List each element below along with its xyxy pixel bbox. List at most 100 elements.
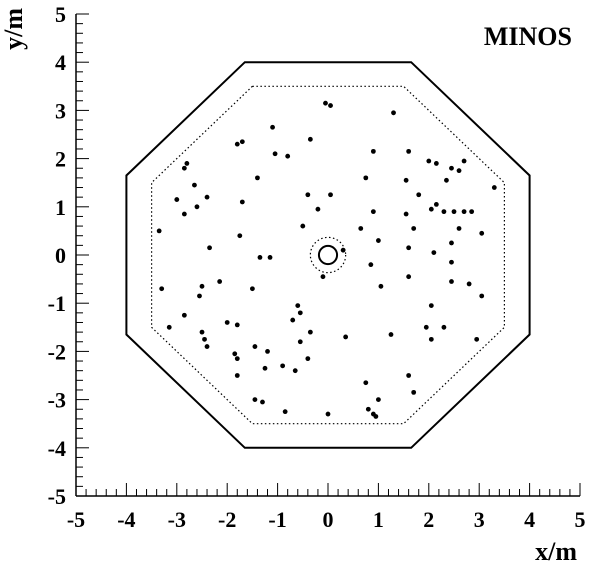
x-tick-label: -4: [117, 507, 135, 532]
x-tick-label: 4: [524, 507, 535, 532]
data-point: [449, 240, 454, 246]
data-point: [433, 161, 439, 166]
data-point: [159, 286, 165, 292]
data-point: [403, 177, 409, 183]
data-point: [290, 317, 296, 323]
data-point: [358, 226, 364, 231]
x-tick-label: -2: [218, 507, 236, 532]
data-point: [479, 293, 485, 299]
data-point: [423, 324, 429, 330]
data-point: [406, 373, 412, 378]
data-point: [199, 329, 205, 335]
data-point: [197, 293, 202, 299]
data-point: [340, 247, 346, 253]
data-point: [181, 165, 187, 171]
y-tick-label: -2: [48, 339, 66, 364]
data-point: [207, 245, 212, 251]
data-point: [234, 322, 240, 328]
data-point: [265, 349, 270, 354]
data-point: [305, 192, 311, 198]
data-point: [428, 303, 434, 309]
data-point: [234, 141, 240, 147]
data-point: [300, 223, 306, 229]
y-tick-label: 2: [55, 147, 66, 172]
data-point: [376, 238, 381, 243]
y-tick-label: -5: [48, 484, 66, 509]
data-point: [194, 204, 200, 210]
data-point: [192, 182, 197, 188]
data-point: [224, 320, 230, 325]
data-point: [444, 177, 449, 183]
data-point: [456, 168, 462, 174]
data-point: [234, 373, 240, 378]
coil-fiducial-circle: [309, 236, 347, 274]
data-point: [257, 255, 263, 260]
outer-octagon: [125, 61, 531, 449]
data-point: [461, 158, 467, 164]
data-point: [441, 209, 447, 215]
x-tick-label: 0: [323, 507, 334, 532]
data-point: [239, 139, 245, 145]
data-point: [368, 262, 374, 268]
coil-hole-circle: [317, 244, 339, 266]
data-point: [466, 281, 472, 287]
data-point: [433, 201, 439, 207]
data-point: [406, 148, 412, 154]
data-point: [184, 161, 190, 166]
data-point: [307, 136, 313, 142]
data-point: [328, 103, 333, 108]
y-tick-label: -3: [48, 388, 66, 413]
y-tick-label: 3: [55, 98, 66, 123]
data-point: [305, 356, 311, 362]
data-point: [391, 110, 396, 116]
data-point: [202, 336, 207, 342]
data-point: [250, 286, 255, 292]
data-point: [373, 414, 379, 419]
x-tick-label: -3: [168, 507, 186, 532]
data-point: [204, 344, 210, 349]
data-point: [252, 344, 258, 349]
x-tick-label: 2: [423, 507, 434, 532]
data-point: [441, 324, 447, 330]
data-point: [363, 380, 369, 386]
data-point: [280, 363, 286, 369]
data-point: [166, 324, 172, 330]
data-point: [282, 409, 288, 415]
data-point: [451, 209, 457, 215]
data-point: [343, 334, 349, 340]
y-axis-label: y/m: [0, 8, 28, 50]
data-point: [307, 329, 313, 335]
data-point: [204, 194, 210, 200]
data-point: [234, 356, 240, 362]
data-point: [411, 226, 417, 231]
data-point: [449, 279, 454, 284]
y-tick-label: 0: [55, 243, 66, 268]
data-point: [449, 165, 454, 171]
data-point: [295, 303, 301, 309]
axes: -5 -4 -3 -2 -1 0 1 2 3 4 5 -5 -4 -3 -2 -1 0 1 2 3 4 5: [48, 2, 586, 532]
data-point: [461, 209, 467, 215]
data-point: [285, 153, 291, 159]
detector-outline: [125, 61, 531, 449]
data-point: [428, 336, 434, 342]
data-point: [469, 209, 475, 215]
x-axis-label: x/m: [535, 537, 577, 566]
x-tick-label: -5: [67, 507, 85, 532]
data-point: [328, 192, 333, 198]
data-point: [365, 406, 371, 412]
data-point: [270, 124, 275, 130]
data-point: [363, 175, 369, 181]
data-point: [252, 397, 258, 402]
y-tick-label: -4: [48, 436, 66, 461]
data-point: [449, 259, 454, 265]
data-point: [411, 389, 417, 395]
data-point: [325, 411, 331, 417]
data-point: [217, 279, 223, 284]
data-point: [406, 245, 412, 251]
data-point: [320, 274, 326, 280]
data-point: [262, 365, 268, 371]
data-point: [456, 226, 462, 231]
data-point: [237, 233, 243, 239]
x-tick-label: -1: [268, 507, 286, 532]
